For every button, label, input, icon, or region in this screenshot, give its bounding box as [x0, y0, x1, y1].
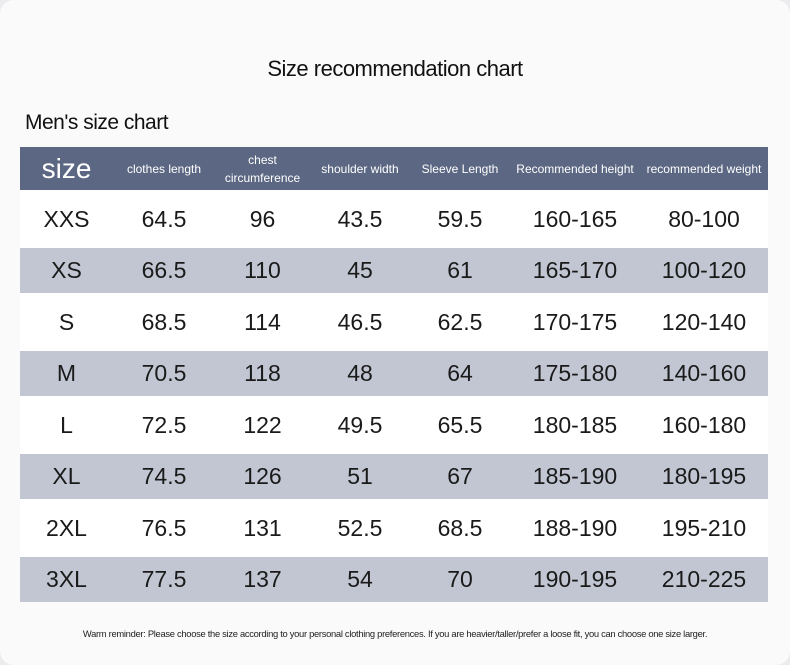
value-cell: 100-120: [640, 248, 768, 293]
value-cell: 180-195: [640, 454, 768, 499]
value-cell: 114: [215, 293, 310, 351]
value-cell: 188-190: [510, 499, 640, 557]
header-cell: recommended weight: [640, 147, 768, 190]
value-cell: 66.5: [113, 248, 215, 293]
footnote: Warm reminder: Please choose the size ac…: [82, 628, 708, 639]
size-table: size clothes length chest circumference sho…: [20, 147, 768, 602]
subtitle: Men's size chart: [25, 111, 169, 134]
value-cell: 54: [310, 557, 410, 602]
value-cell: 175-180: [510, 351, 640, 396]
value-cell: 80-100: [640, 190, 768, 248]
size-cell: 2XL: [20, 499, 113, 557]
size-cell: 3XL: [20, 557, 113, 602]
value-cell: 43.5: [310, 190, 410, 248]
value-cell: 48: [310, 351, 410, 396]
table-row: 2XL 76.5 131 52.5 68.5 188-190 195-210: [20, 499, 768, 557]
value-cell: 131: [215, 499, 310, 557]
value-cell: 137: [215, 557, 310, 602]
value-cell: 49.5: [310, 396, 410, 454]
value-cell: 61: [410, 248, 510, 293]
title: Size recommendation chart: [267, 56, 523, 81]
size-cell: XXS: [20, 190, 113, 248]
value-cell: 118: [215, 351, 310, 396]
table-row: XL 74.5 126 51 67 185-190 180-195: [20, 454, 768, 499]
value-cell: 52.5: [310, 499, 410, 557]
size-cell: XS: [20, 248, 113, 293]
value-cell: 51: [310, 454, 410, 499]
value-cell: 76.5: [113, 499, 215, 557]
value-cell: 74.5: [113, 454, 215, 499]
value-cell: 210-225: [640, 557, 768, 602]
header-cell: clothes length: [113, 147, 215, 190]
size-cell: M: [20, 351, 113, 396]
value-cell: 195-210: [640, 499, 768, 557]
value-cell: 185-190: [510, 454, 640, 499]
value-cell: 72.5: [113, 396, 215, 454]
value-cell: 65.5: [410, 396, 510, 454]
size-cell: S: [20, 293, 113, 351]
table-body: XXS 64.5 96 43.5 59.5 160-165 80-100 XS 66.5 110 4…: [20, 190, 768, 602]
table-row: XXS 64.5 96 43.5 59.5 160-165 80-100: [20, 190, 768, 248]
value-cell: 170-175: [510, 293, 640, 351]
header-cell: Recommended height: [510, 147, 640, 190]
value-cell: 46.5: [310, 293, 410, 351]
value-cell: 68.5: [410, 499, 510, 557]
size-cell: L: [20, 396, 113, 454]
value-cell: 126: [215, 454, 310, 499]
value-cell: 59.5: [410, 190, 510, 248]
header-cell: shoulder width: [310, 147, 410, 190]
value-cell: 96: [215, 190, 310, 248]
value-cell: 67: [410, 454, 510, 499]
value-cell: 62.5: [410, 293, 510, 351]
value-cell: 45: [310, 248, 410, 293]
value-cell: 122: [215, 396, 310, 454]
value-cell: 70.5: [113, 351, 215, 396]
table-row: M 70.5 118 48 64 175-180 140-160: [20, 351, 768, 396]
value-cell: 77.5: [113, 557, 215, 602]
value-cell: 140-160: [640, 351, 768, 396]
value-cell: 64.5: [113, 190, 215, 248]
value-cell: 160-165: [510, 190, 640, 248]
header-cell: size: [20, 147, 113, 190]
value-cell: 70: [410, 557, 510, 602]
value-cell: 120-140: [640, 293, 768, 351]
value-cell: 64: [410, 351, 510, 396]
value-cell: 180-185: [510, 396, 640, 454]
value-cell: 68.5: [113, 293, 215, 351]
size-cell: XL: [20, 454, 113, 499]
table-row: 3XL 77.5 137 54 70 190-195 210-225: [20, 557, 768, 602]
value-cell: 110: [215, 248, 310, 293]
value-cell: 190-195: [510, 557, 640, 602]
value-cell: 160-180: [640, 396, 768, 454]
header-cell: Sleeve Length: [410, 147, 510, 190]
header-row: size clothes length chest circumference sho…: [20, 147, 768, 190]
header-cell: chest circumference: [215, 147, 310, 190]
table-row: XS 66.5 110 45 61 165-170 100-120: [20, 248, 768, 293]
table-row: L 72.5 122 49.5 65.5 180-185 160-180: [20, 396, 768, 454]
table-row: S 68.5 114 46.5 62.5 170-175 120-140: [20, 293, 768, 351]
value-cell: 165-170: [510, 248, 640, 293]
